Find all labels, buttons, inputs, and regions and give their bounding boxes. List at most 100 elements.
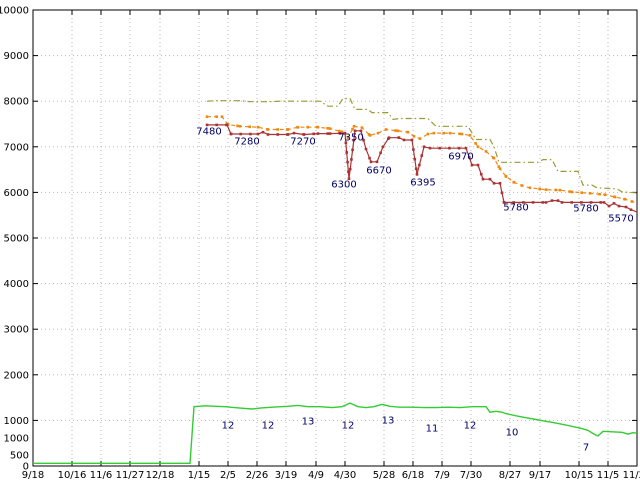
series-marker — [369, 160, 373, 164]
y2-tick-label: 500 — [10, 451, 29, 462]
series-marker — [387, 136, 391, 139]
series-marker — [266, 133, 270, 136]
series-marker — [476, 145, 480, 149]
series-marker — [286, 128, 290, 131]
series-marker — [568, 190, 571, 193]
series-marker — [379, 151, 382, 155]
series-marker — [229, 132, 233, 136]
y-tick-label: 7000 — [4, 142, 29, 153]
series-marker — [316, 125, 320, 129]
series-marker — [368, 134, 372, 137]
count-label: 7 — [583, 443, 589, 454]
series-marker — [381, 145, 385, 149]
series-marker — [500, 191, 504, 195]
series-marker — [613, 195, 617, 199]
x-tick-label: 11/26 — [623, 470, 640, 480]
series-marker — [481, 177, 485, 181]
x-tick-label: 1/15 — [188, 470, 210, 480]
series-marker — [346, 136, 350, 139]
x-tick-label: 7/9 — [434, 470, 450, 480]
series-marker — [306, 125, 309, 129]
price-label: 5780 — [503, 203, 528, 214]
series-marker — [550, 199, 554, 202]
x-tick-label: 2/26 — [246, 470, 268, 480]
price-label: 5780 — [573, 204, 598, 215]
count-label: 12 — [222, 421, 235, 432]
series-marker — [350, 158, 353, 161]
series-marker — [544, 201, 548, 204]
series-marker — [328, 132, 332, 135]
series-marker — [326, 132, 329, 135]
series-marker — [560, 201, 564, 204]
series-listing-count-x100 — [33, 402, 638, 464]
series-marker — [474, 142, 477, 145]
y-tick-label: 3000 — [4, 325, 29, 336]
series-marker — [484, 150, 488, 153]
series-marker — [458, 132, 461, 136]
series-marker — [589, 201, 593, 204]
x-tick-label: 3/19 — [275, 470, 297, 480]
series-marker — [603, 193, 607, 196]
series-marker — [346, 160, 349, 164]
series-marker — [541, 201, 545, 204]
series-marker — [225, 123, 229, 127]
series-marker — [351, 148, 354, 152]
series-marker — [338, 131, 341, 135]
price-label: 7480 — [196, 127, 221, 138]
series-marker — [360, 126, 364, 129]
series-marker — [629, 208, 633, 212]
y-tick-label: 4000 — [4, 279, 29, 290]
series-marker — [348, 167, 352, 171]
series-marker — [598, 192, 601, 196]
series-marker — [476, 163, 480, 167]
series-marker — [554, 188, 557, 192]
series-marker — [418, 163, 421, 167]
series-marker — [612, 202, 616, 205]
series-marker — [413, 157, 417, 161]
x-tick-label: 9/17 — [529, 470, 551, 480]
count-label: 13 — [302, 417, 315, 428]
series-marker — [504, 175, 508, 178]
series-marker — [359, 129, 363, 133]
y-tick-label: 0 — [23, 462, 29, 473]
series-marker — [368, 156, 371, 160]
series-marker — [492, 156, 496, 160]
x-tick-label: 11/5 — [597, 470, 619, 480]
series-marker — [538, 187, 541, 191]
series-marker — [580, 191, 583, 194]
series-marker — [488, 177, 492, 181]
x-tick-label: 6/18 — [402, 470, 424, 480]
series-marker — [457, 146, 461, 150]
series-marker — [460, 132, 464, 136]
series-marker — [292, 131, 296, 135]
series-marker — [205, 123, 209, 127]
series-marker — [338, 129, 341, 133]
x-tick-label: 10/15 — [565, 470, 594, 480]
series-marker — [406, 130, 410, 134]
series-marker — [215, 115, 218, 119]
series-marker — [588, 192, 592, 195]
series-marker — [512, 181, 516, 184]
series-marker — [426, 132, 430, 136]
series-marker — [266, 128, 270, 131]
series-marker — [220, 115, 224, 119]
series-marker — [470, 163, 474, 167]
series-marker — [412, 135, 416, 138]
series-marker — [394, 129, 397, 132]
series-marker — [286, 133, 290, 136]
series-marker — [412, 148, 415, 151]
series-marker — [428, 146, 432, 150]
x-tick-label: 4/9 — [308, 470, 324, 480]
series-marker — [522, 201, 525, 204]
series-marker — [599, 201, 603, 204]
series-marker — [256, 125, 260, 129]
series-marker — [498, 167, 502, 170]
series-marker — [410, 138, 414, 142]
series-marker — [531, 201, 535, 204]
series-marker — [316, 132, 320, 135]
series-lowest-price — [207, 124, 638, 213]
series-marker — [464, 146, 468, 150]
series-marker — [528, 186, 532, 190]
price-label: 5570 — [608, 214, 633, 225]
